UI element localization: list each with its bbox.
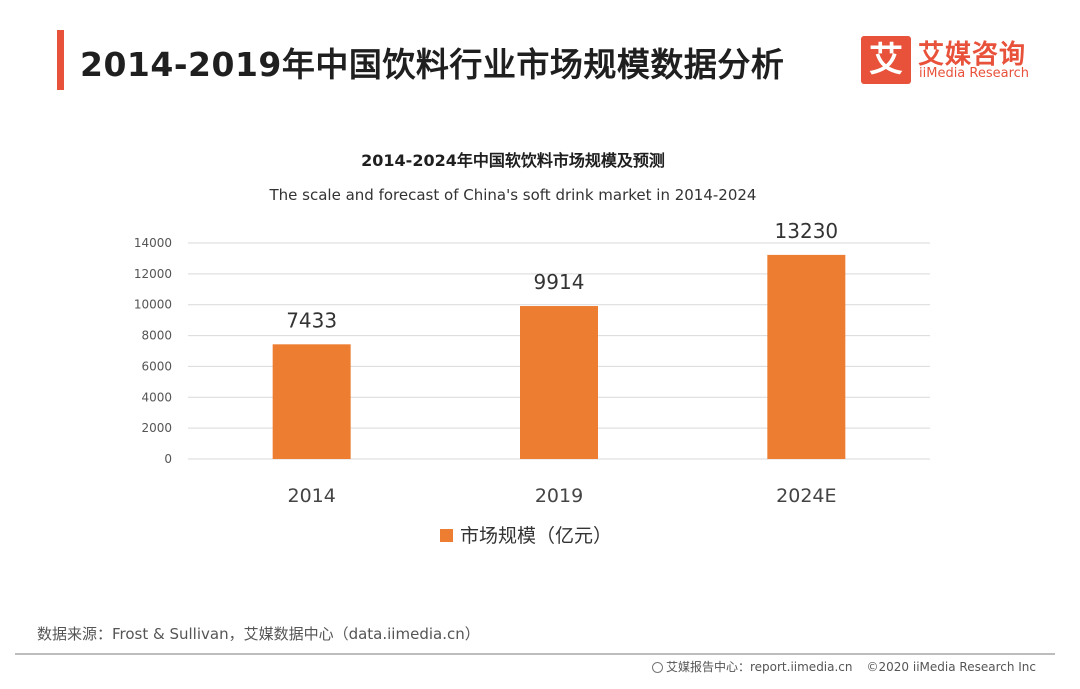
brand-mark-icon: 艾 [861,36,911,84]
footer-report-link[interactable]: 艾媒报告中心：report.iimedia.cn [665,660,853,674]
data-labels: 7433 9914 13230 [286,219,838,332]
y-axis-ticks: 0 2000 4000 6000 8000 10000 12000 14000 [134,236,172,466]
data-label-2024E: 13230 [775,219,839,243]
data-label-2014: 7433 [286,308,337,332]
bar-chart: 2014-2024年中国软饮料市场规模及预测 The scale and for… [134,151,930,547]
bar-2024E [767,254,846,459]
brand-logo: 艾 艾媒咨询 iiMedia Research [861,36,1036,86]
x-axis-categories: 2014 2019 2024E [287,485,836,507]
bar-2019 [520,306,598,459]
brand-name: 艾媒咨询 [918,40,1027,70]
footer: 艾媒报告中心：report.iimedia.cn ©2020 iiMedia Re… [651,658,1036,675]
chart-title: 2014-2024年中国软饮料市场规模及预测 [361,151,665,170]
y-tick-label: 14000 [134,236,172,250]
legend: 市场规模（亿元） [440,525,612,547]
y-tick-label: 4000 [141,390,172,404]
y-tick-label: 2000 [141,421,172,435]
brand-subtitle: iiMedia Research [919,66,1030,81]
title-accent-bar [57,30,64,90]
data-source: 数据来源：Frost & Sullivan，艾媒数据中心（data.iimedi… [37,625,480,643]
page-title: 2014-2019年中国饮料行业市场规模数据分析 [80,45,785,84]
copyright-icon [651,662,663,673]
y-tick-label: 6000 [141,359,172,373]
y-tick-label: 0 [164,452,172,466]
legend-label: 市场规模（亿元） [460,525,612,547]
x-category-label: 2019 [535,485,583,507]
data-label-2019: 9914 [534,270,585,294]
legend-swatch [440,529,453,542]
x-category-label: 2024E [776,485,836,507]
footer-copyright: ©2020 iiMedia Research Inc [866,660,1036,674]
bar-2014 [272,344,351,459]
y-tick-label: 10000 [134,298,172,312]
bars [272,254,846,459]
x-category-label: 2014 [287,485,335,507]
y-tick-label: 12000 [134,267,172,281]
footer-divider [15,653,1055,655]
y-tick-label: 8000 [141,329,172,343]
chart-subtitle: The scale and forecast of China's soft d… [269,186,757,204]
